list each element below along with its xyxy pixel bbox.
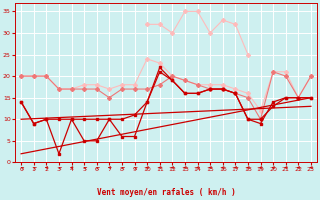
X-axis label: Vent moyen/en rafales ( km/h ): Vent moyen/en rafales ( km/h )	[97, 188, 236, 197]
